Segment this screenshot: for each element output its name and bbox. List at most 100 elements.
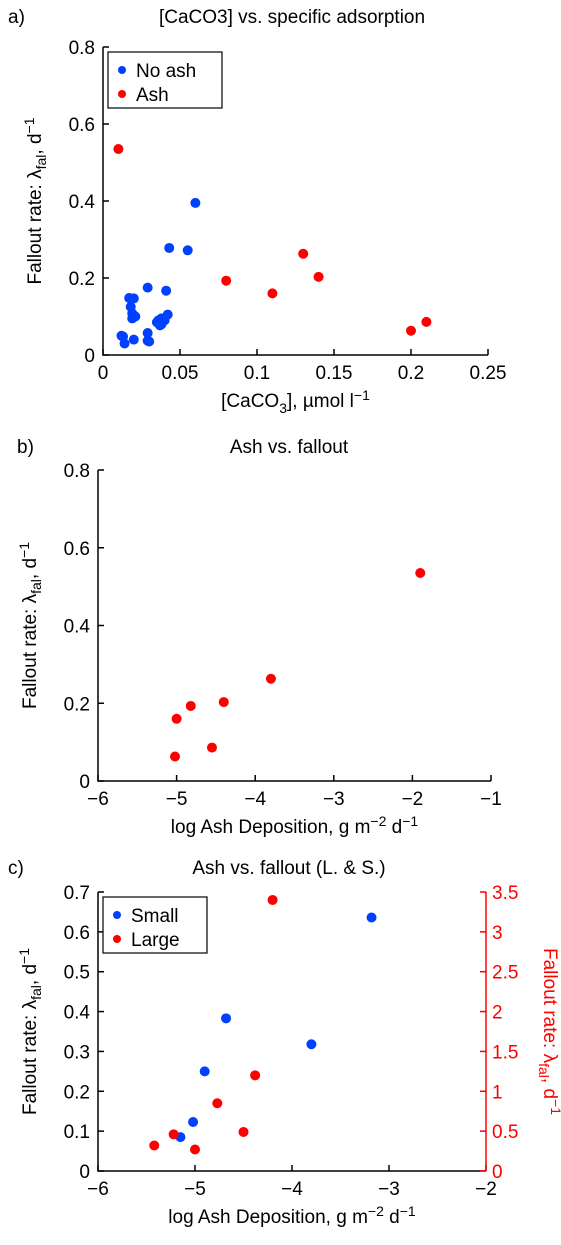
right-y-tick-label: 0 xyxy=(492,1162,503,1183)
chart-title: Ash vs. fallout xyxy=(230,437,349,458)
x-tick-label: −1 xyxy=(480,789,502,810)
right-y-tick-label: 3.5 xyxy=(492,883,518,904)
legend-marker xyxy=(118,66,126,74)
y-tick-label: 0 xyxy=(79,1162,90,1183)
data-point-large xyxy=(149,1140,160,1151)
chart-title: [CaCO3] vs. specific adsorption xyxy=(159,7,425,28)
data-point-series-0 xyxy=(206,742,217,753)
legend-box xyxy=(107,51,223,109)
y-axis-label: Fallout rate: λfal, d−1 xyxy=(21,117,49,284)
x-axis-label: [CaCO3], µmol l−1 xyxy=(221,387,370,416)
legend-box xyxy=(102,896,208,954)
data-point-ash xyxy=(221,275,232,286)
x-tick-label: −4 xyxy=(281,1179,303,1200)
legend-marker xyxy=(113,911,121,919)
data-point-large xyxy=(267,894,278,905)
x-tick-label: −2 xyxy=(475,1179,497,1200)
panel-label: a) xyxy=(8,7,25,28)
x-tick-label: −4 xyxy=(244,789,266,810)
data-point-series-0 xyxy=(171,713,182,724)
chart-title: Ash vs. fallout (L. & S.) xyxy=(192,858,385,879)
data-point-small xyxy=(221,1013,232,1024)
y-tick-label: 0.6 xyxy=(64,539,90,560)
y-axis-label: Fallout rate: λfal, d−1 xyxy=(16,542,44,709)
data-point-no-ash xyxy=(161,285,172,296)
data-point-ash xyxy=(421,316,432,327)
data-point-series-0 xyxy=(415,568,426,579)
x-tick-label: 0.2 xyxy=(398,363,424,384)
y-tick-label: 0.8 xyxy=(64,461,90,482)
axis-lines xyxy=(97,470,491,782)
chart-panel-2: b) Ash vs. fallout −6 −5 −4 −3 −2 −1 0 0.2 0.4 0.6 0… xyxy=(17,437,502,838)
y-tick-label: 0 xyxy=(79,772,90,793)
legend-label: No ash xyxy=(136,61,196,82)
data-point-large xyxy=(212,1098,223,1109)
legend-label: Large xyxy=(131,930,180,951)
data-point-large xyxy=(190,1144,200,1155)
right-y-tick-label: 1.5 xyxy=(492,1042,518,1063)
x-tick-label: 0.25 xyxy=(470,363,507,384)
data-point-no-ash xyxy=(164,242,175,253)
data-point-series-0 xyxy=(185,700,196,711)
legend-marker xyxy=(118,90,126,98)
right-y-axis-label: Fallout rate: λfal, d−1 xyxy=(536,948,561,1115)
y-tick-label: 0.8 xyxy=(69,38,95,59)
panel-label: b) xyxy=(17,437,34,458)
data-point-no-ash xyxy=(182,245,193,256)
data-point-small xyxy=(306,1039,317,1050)
data-point-small xyxy=(188,1116,199,1127)
y-tick-label: 0 xyxy=(84,346,95,367)
x-axis-label: log Ash Deposition, g m−2 d−1 xyxy=(168,1203,416,1228)
data-point-series-0 xyxy=(218,697,229,708)
y-tick-label: 0.6 xyxy=(64,923,90,944)
y-axis-label: Fallout rate: λfal, d−1 xyxy=(16,948,44,1115)
y-tick-label: 0.1 xyxy=(64,1122,90,1143)
x-tick-label: −5 xyxy=(184,1179,206,1200)
legend-label: Small xyxy=(131,906,179,927)
data-point-ash xyxy=(267,288,278,299)
right-y-tick-label: 2 xyxy=(492,1003,503,1024)
x-tick-label: −3 xyxy=(323,789,345,810)
y-tick-label: 0.3 xyxy=(64,1042,90,1063)
x-tick-label: −5 xyxy=(166,789,188,810)
data-point-no-ash xyxy=(190,197,201,208)
x-tick-label: 0 xyxy=(98,363,109,384)
panel-label: c) xyxy=(8,858,24,879)
data-point-no-ash xyxy=(130,311,141,322)
data-point-series-0 xyxy=(265,673,276,684)
y-tick-label: 0.5 xyxy=(64,963,90,984)
x-tick-label: 0.1 xyxy=(244,363,270,384)
chart-panel-3: c) Ash vs. fallout (L. & S.)−6 −5 −4 −3 −200.… xyxy=(8,858,561,1228)
chart-panel-1: a) [CaCO3] vs. specific adsorption 0 0.05 0.… xyxy=(8,7,506,416)
data-point-ash xyxy=(298,248,309,259)
x-tick-label: 0.05 xyxy=(162,363,199,384)
data-point-ash xyxy=(406,325,416,336)
y-tick-label: 0.6 xyxy=(69,115,95,136)
right-y-tick-label: 0.5 xyxy=(492,1122,518,1143)
data-point-large xyxy=(238,1126,249,1137)
data-point-series-0 xyxy=(170,751,181,762)
x-tick-label: −6 xyxy=(87,1179,109,1200)
data-point-no-ash xyxy=(128,293,139,304)
x-tick-label: −2 xyxy=(402,789,424,810)
right-y-tick-label: 2.5 xyxy=(492,963,518,984)
x-axis-label: log Ash Deposition, g m−2 d−1 xyxy=(171,813,419,838)
x-tick-label: −3 xyxy=(378,1179,400,1200)
x-tick-label: 0.15 xyxy=(316,363,353,384)
data-point-small xyxy=(366,912,377,923)
legend-marker xyxy=(113,935,121,943)
data-point-no-ash xyxy=(142,282,153,293)
y-tick-label: 0.4 xyxy=(69,192,96,213)
data-point-ash xyxy=(313,271,324,282)
y-tick-label: 0.2 xyxy=(64,694,90,715)
data-point-large xyxy=(168,1129,179,1140)
right-y-tick-label: 3 xyxy=(492,923,503,944)
x-tick-label: −6 xyxy=(87,789,109,810)
y-tick-label: 0.7 xyxy=(64,883,90,904)
data-point-ash xyxy=(113,144,124,155)
data-point-no-ash xyxy=(119,338,130,349)
y-tick-label: 0.4 xyxy=(64,1003,91,1024)
y-tick-label: 0.2 xyxy=(69,269,95,290)
data-point-no-ash xyxy=(128,334,139,345)
